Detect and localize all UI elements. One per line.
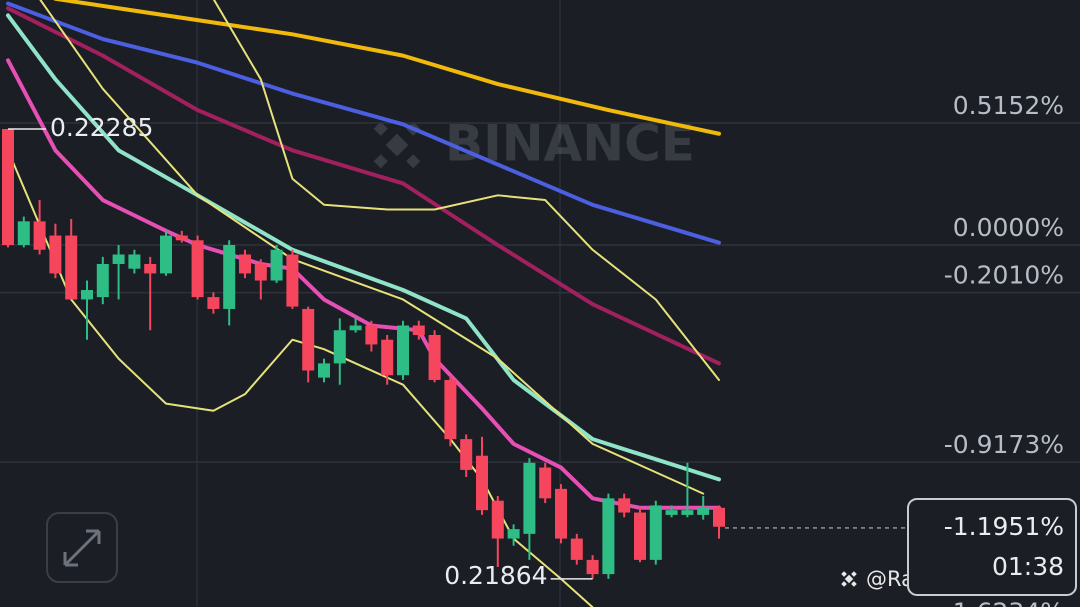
- candle-body: [2, 129, 14, 246]
- candle-body: [476, 455, 488, 511]
- candle-body: [112, 254, 125, 264]
- overlay-line: [212, 0, 720, 381]
- candle-body: [681, 510, 694, 515]
- y-tick-label: 0.0000%: [953, 213, 1064, 242]
- candle-body: [381, 339, 394, 376]
- candle-body: [697, 507, 710, 515]
- high-label: 0.22285: [50, 113, 153, 142]
- watermark: BINANCE: [373, 115, 695, 173]
- y-tick-label: 0.5152%: [953, 91, 1064, 120]
- candle-body: [428, 334, 441, 380]
- candle-body: [507, 529, 520, 539]
- watermark-text: BINANCE: [445, 115, 695, 173]
- candle-body: [713, 507, 725, 527]
- candle-body: [81, 290, 93, 300]
- candle-body: [144, 263, 157, 274]
- candle-body: [570, 538, 583, 560]
- candle-body: [602, 498, 615, 575]
- candle-body: [333, 330, 346, 364]
- candle-body: [254, 263, 267, 281]
- candle-body: [223, 245, 236, 309]
- candle-body: [160, 235, 172, 274]
- candle-body: [17, 221, 30, 246]
- candle-body: [349, 325, 362, 331]
- countdown: 01:38: [992, 552, 1064, 581]
- candle-body: [412, 325, 425, 335]
- candle-body: [444, 379, 457, 440]
- candle-body: [270, 249, 283, 281]
- candle-body: [175, 235, 188, 241]
- candle-body: [302, 308, 315, 371]
- candle-body: [33, 221, 46, 250]
- candle-body: [555, 488, 567, 539]
- last-price-label: -1.1951%: [944, 512, 1064, 541]
- y-tick-label: -0.9173%: [944, 430, 1064, 459]
- candle-body: [239, 254, 251, 274]
- y-tick-label: -0.2010%: [944, 261, 1064, 290]
- expand-button[interactable]: [46, 512, 118, 583]
- y-tick-label: -1.6234%: [944, 597, 1064, 607]
- candle-body: [491, 500, 504, 539]
- overlay-line: [6, 6, 721, 366]
- candle-body: [365, 325, 378, 345]
- overlay-line: [53, 0, 721, 136]
- candle-body: [523, 462, 536, 534]
- candle-body: [207, 297, 220, 309]
- candle-body: [49, 235, 62, 274]
- candle-body: [96, 263, 109, 298]
- overlay-line: [6, 1, 721, 245]
- candle-body: [397, 325, 409, 376]
- candle-body: [128, 254, 141, 269]
- candle-body: [634, 512, 646, 560]
- candle-body: [586, 559, 599, 575]
- candle-body: [191, 240, 204, 298]
- low-label: 0.21864: [444, 561, 547, 590]
- candle-body: [649, 505, 662, 560]
- last-price-box[interactable]: [907, 497, 1077, 596]
- candle-body: [286, 254, 299, 307]
- candle-body: [65, 235, 78, 300]
- candle-body: [318, 363, 330, 378]
- overlay-line: [39, 0, 705, 495]
- candle-body: [460, 439, 473, 470]
- candle-body: [539, 467, 552, 499]
- candle-body: [665, 510, 678, 515]
- candle-body: [618, 498, 631, 513]
